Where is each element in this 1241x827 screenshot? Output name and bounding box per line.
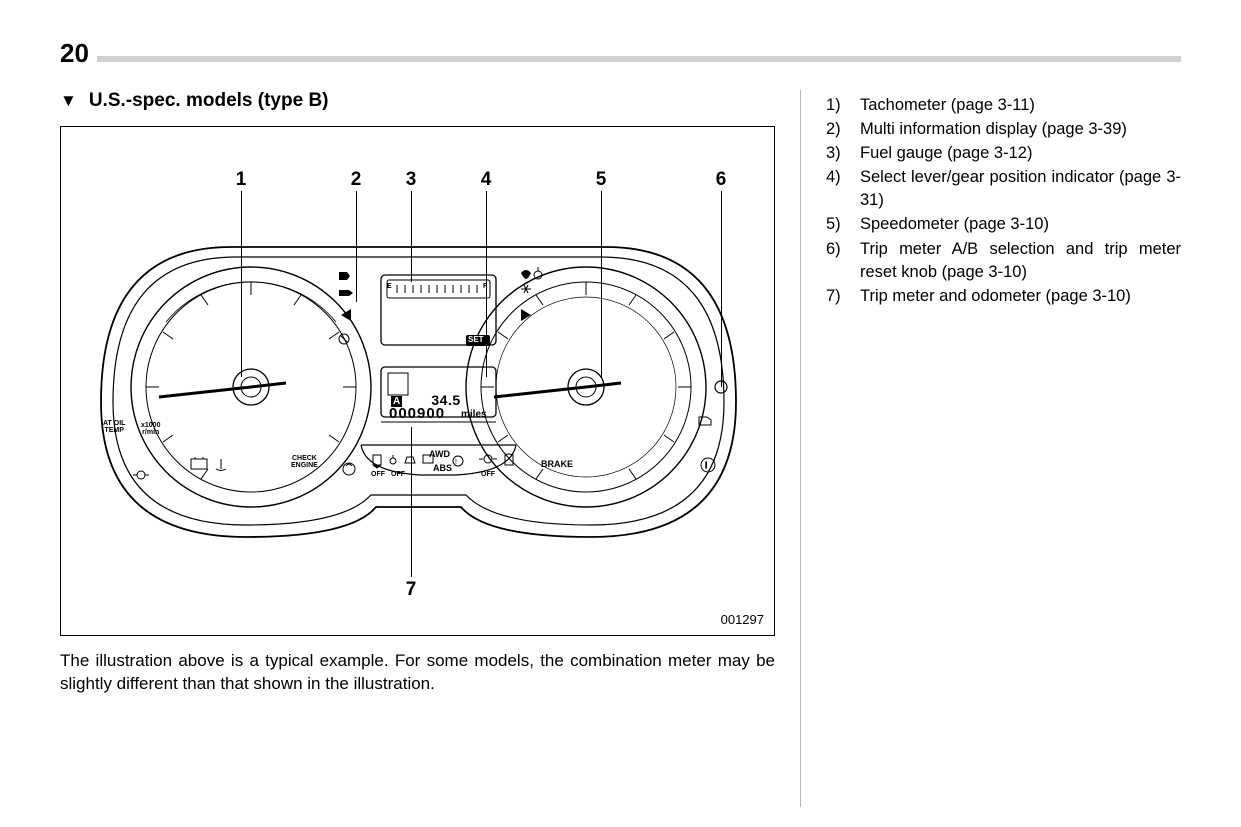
header-rule <box>60 56 1181 62</box>
awd-label: AWD <box>429 449 450 459</box>
callout-1: 1 <box>231 169 251 191</box>
callout-7: 7 <box>401 579 421 601</box>
callout-5: 5 <box>591 169 611 191</box>
atoil-label: AT OILTEMP <box>103 420 125 434</box>
abs-label: ABS <box>433 463 452 473</box>
legend-item: 5)Speedometer (page 3-10) <box>826 213 1181 236</box>
off-label-2: OFF <box>391 471 405 478</box>
set-label: SET <box>468 335 484 344</box>
check-engine-label: CHECK ENGINE <box>291 455 318 469</box>
brake-label: BRAKE <box>541 459 573 469</box>
fuel-e-label: E <box>387 283 392 290</box>
fuel-f-label: F <box>483 283 487 290</box>
instrument-cluster: ! ! E F SET A 34.5 000900 mil <box>91 227 746 557</box>
section-title-text: U.S.-spec. models (type B) <box>89 90 329 112</box>
down-triangle-icon: ▼ <box>60 91 77 111</box>
section-title: ▼ U.S.-spec. models (type B) <box>60 90 775 112</box>
legend-item: 7)Trip meter and odometer (page 3-10) <box>826 285 1181 308</box>
legend-item: 2)Multi information display (page 3-39) <box>826 118 1181 141</box>
odo-unit: miles <box>461 409 487 420</box>
legend-item: 3)Fuel gauge (page 3-12) <box>826 142 1181 165</box>
figure-caption: The illustration above is a typical exam… <box>60 650 775 696</box>
legend-column: 1)Tachometer (page 3-11) 2)Multi informa… <box>800 90 1181 807</box>
callout-3: 3 <box>401 169 421 191</box>
callout-2: 2 <box>346 169 366 191</box>
off-label-3: OFF <box>481 471 495 478</box>
off-label-1: OFF <box>371 471 385 478</box>
figure-column: ▼ U.S.-spec. models (type B) 1 2 3 4 5 6… <box>60 90 800 807</box>
tach-unit: x1000r/min <box>141 422 160 436</box>
legend-item: 1)Tachometer (page 3-11) <box>826 94 1181 117</box>
figure-code: 001297 <box>721 612 764 627</box>
page-number: 20 <box>60 38 97 69</box>
callout-6: 6 <box>711 169 731 191</box>
legend-list: 1)Tachometer (page 3-11) 2)Multi informa… <box>826 94 1181 308</box>
legend-item: 6)Trip meter A/B selection and trip mete… <box>826 238 1181 284</box>
svg-text:!: ! <box>455 459 457 466</box>
legend-item: 4)Select lever/gear position indicator (… <box>826 166 1181 212</box>
figure-box: 1 2 3 4 5 6 7 <box>60 126 775 636</box>
callout-4: 4 <box>476 169 496 191</box>
odo-value: 000900 <box>389 405 445 422</box>
svg-text:!: ! <box>705 461 707 470</box>
